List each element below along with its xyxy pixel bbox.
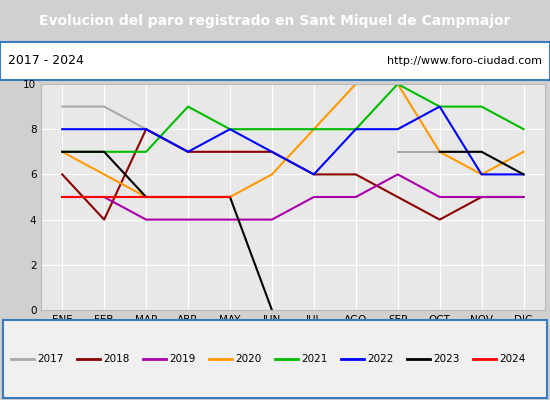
Text: 2020: 2020 — [235, 354, 262, 364]
Text: http://www.foro-ciudad.com: http://www.foro-ciudad.com — [387, 56, 542, 66]
Text: 2022: 2022 — [367, 354, 394, 364]
Text: 2019: 2019 — [169, 354, 196, 364]
Text: Evolucion del paro registrado en Sant Miquel de Campmajor: Evolucion del paro registrado en Sant Mi… — [39, 14, 511, 28]
Text: 2023: 2023 — [433, 354, 460, 364]
Text: 2018: 2018 — [103, 354, 130, 364]
Text: 2017 - 2024: 2017 - 2024 — [8, 54, 84, 68]
Text: 2024: 2024 — [499, 354, 526, 364]
Text: 2017: 2017 — [37, 354, 64, 364]
Text: 2021: 2021 — [301, 354, 328, 364]
